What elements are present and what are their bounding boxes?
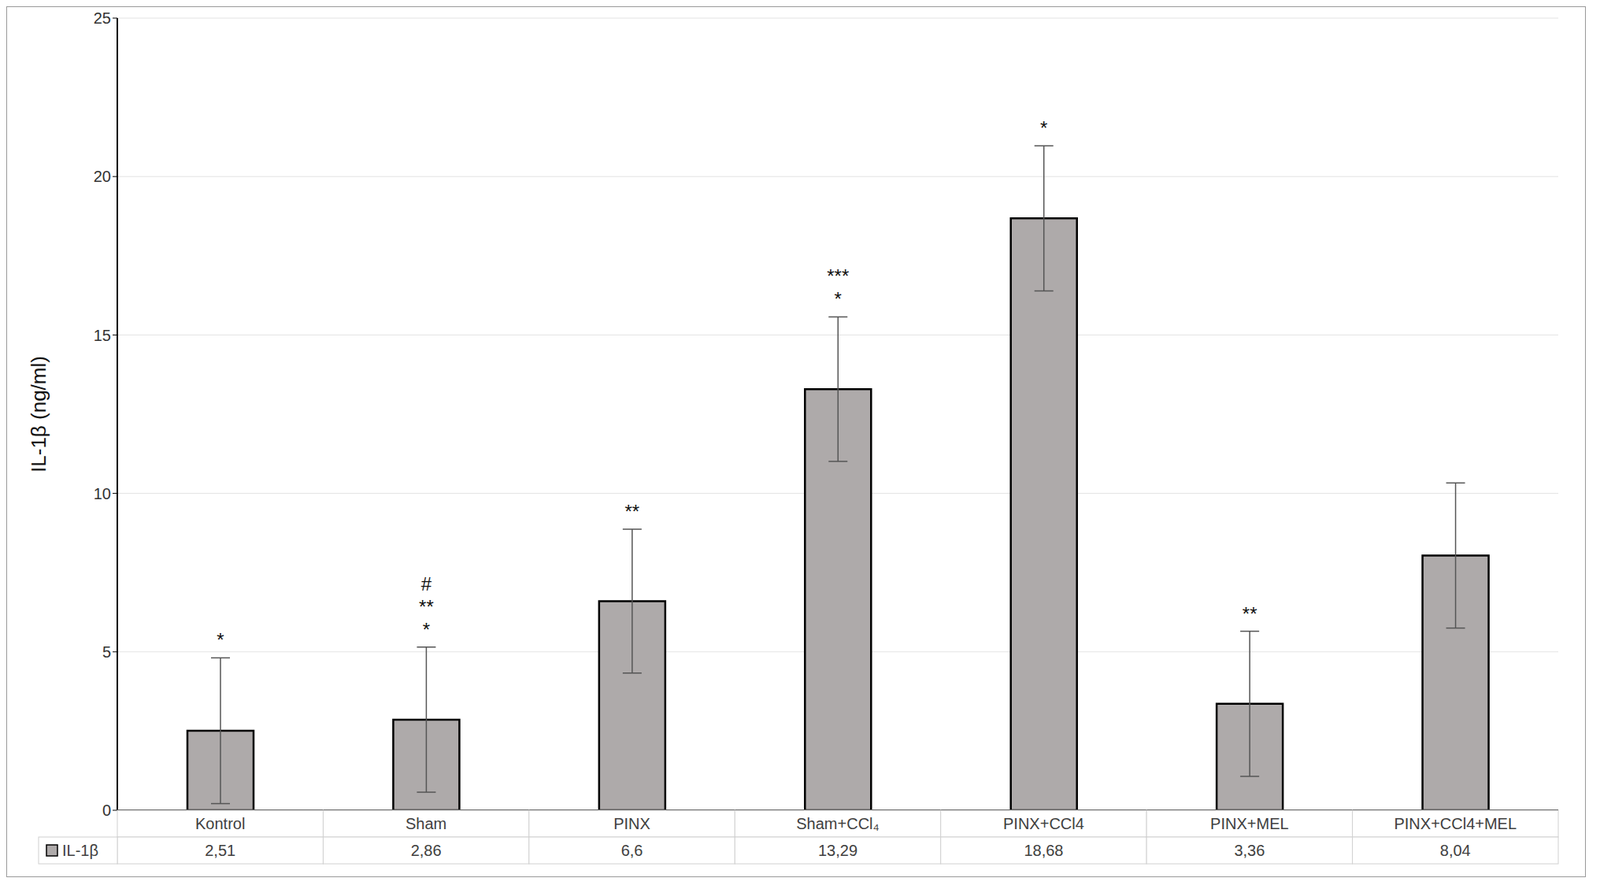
svg-text:IL-1β (ng/ml): IL-1β (ng/ml) bbox=[26, 355, 51, 473]
svg-text:IL-1β: IL-1β bbox=[62, 841, 99, 860]
svg-text:20: 20 bbox=[93, 167, 112, 186]
svg-text:3,36: 3,36 bbox=[1233, 841, 1265, 860]
svg-text:*: * bbox=[422, 618, 430, 641]
svg-text:PINX+MEL: PINX+MEL bbox=[1210, 814, 1289, 833]
svg-text:13,29: 13,29 bbox=[818, 841, 858, 860]
svg-text:2,86: 2,86 bbox=[411, 841, 442, 860]
svg-text:6,6: 6,6 bbox=[621, 841, 644, 860]
svg-text:PINX+CCl4: PINX+CCl4 bbox=[1003, 814, 1085, 833]
svg-text:0: 0 bbox=[102, 801, 112, 819]
svg-text:25: 25 bbox=[93, 9, 112, 27]
svg-text:18,68: 18,68 bbox=[1023, 841, 1063, 860]
svg-text:Kontrol: Kontrol bbox=[195, 814, 245, 833]
svg-text:10: 10 bbox=[93, 485, 112, 503]
svg-text:5: 5 bbox=[102, 643, 112, 661]
svg-text:*: * bbox=[216, 629, 224, 651]
svg-text:Sham: Sham bbox=[405, 814, 447, 833]
svg-text:15: 15 bbox=[93, 326, 112, 345]
svg-text:PINX+CCl4+MEL: PINX+CCl4+MEL bbox=[1393, 814, 1517, 833]
svg-text:#: # bbox=[421, 573, 433, 595]
svg-text:2,51: 2,51 bbox=[204, 841, 236, 860]
svg-text:*: * bbox=[834, 288, 842, 310]
svg-text:PINX: PINX bbox=[613, 814, 651, 833]
svg-text:*: * bbox=[1040, 117, 1048, 139]
svg-text:8,04: 8,04 bbox=[1440, 841, 1471, 860]
svg-text:**: ** bbox=[625, 500, 641, 523]
svg-text:**: ** bbox=[1242, 603, 1258, 625]
svg-text:Sham+CCl₄: Sham+CCl₄ bbox=[796, 814, 879, 833]
svg-text:***: *** bbox=[826, 265, 849, 287]
svg-text:**: ** bbox=[418, 596, 434, 618]
